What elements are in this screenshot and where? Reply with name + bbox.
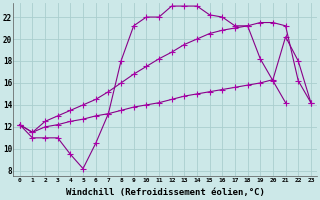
X-axis label: Windchill (Refroidissement éolien,°C): Windchill (Refroidissement éolien,°C) xyxy=(66,188,265,197)
